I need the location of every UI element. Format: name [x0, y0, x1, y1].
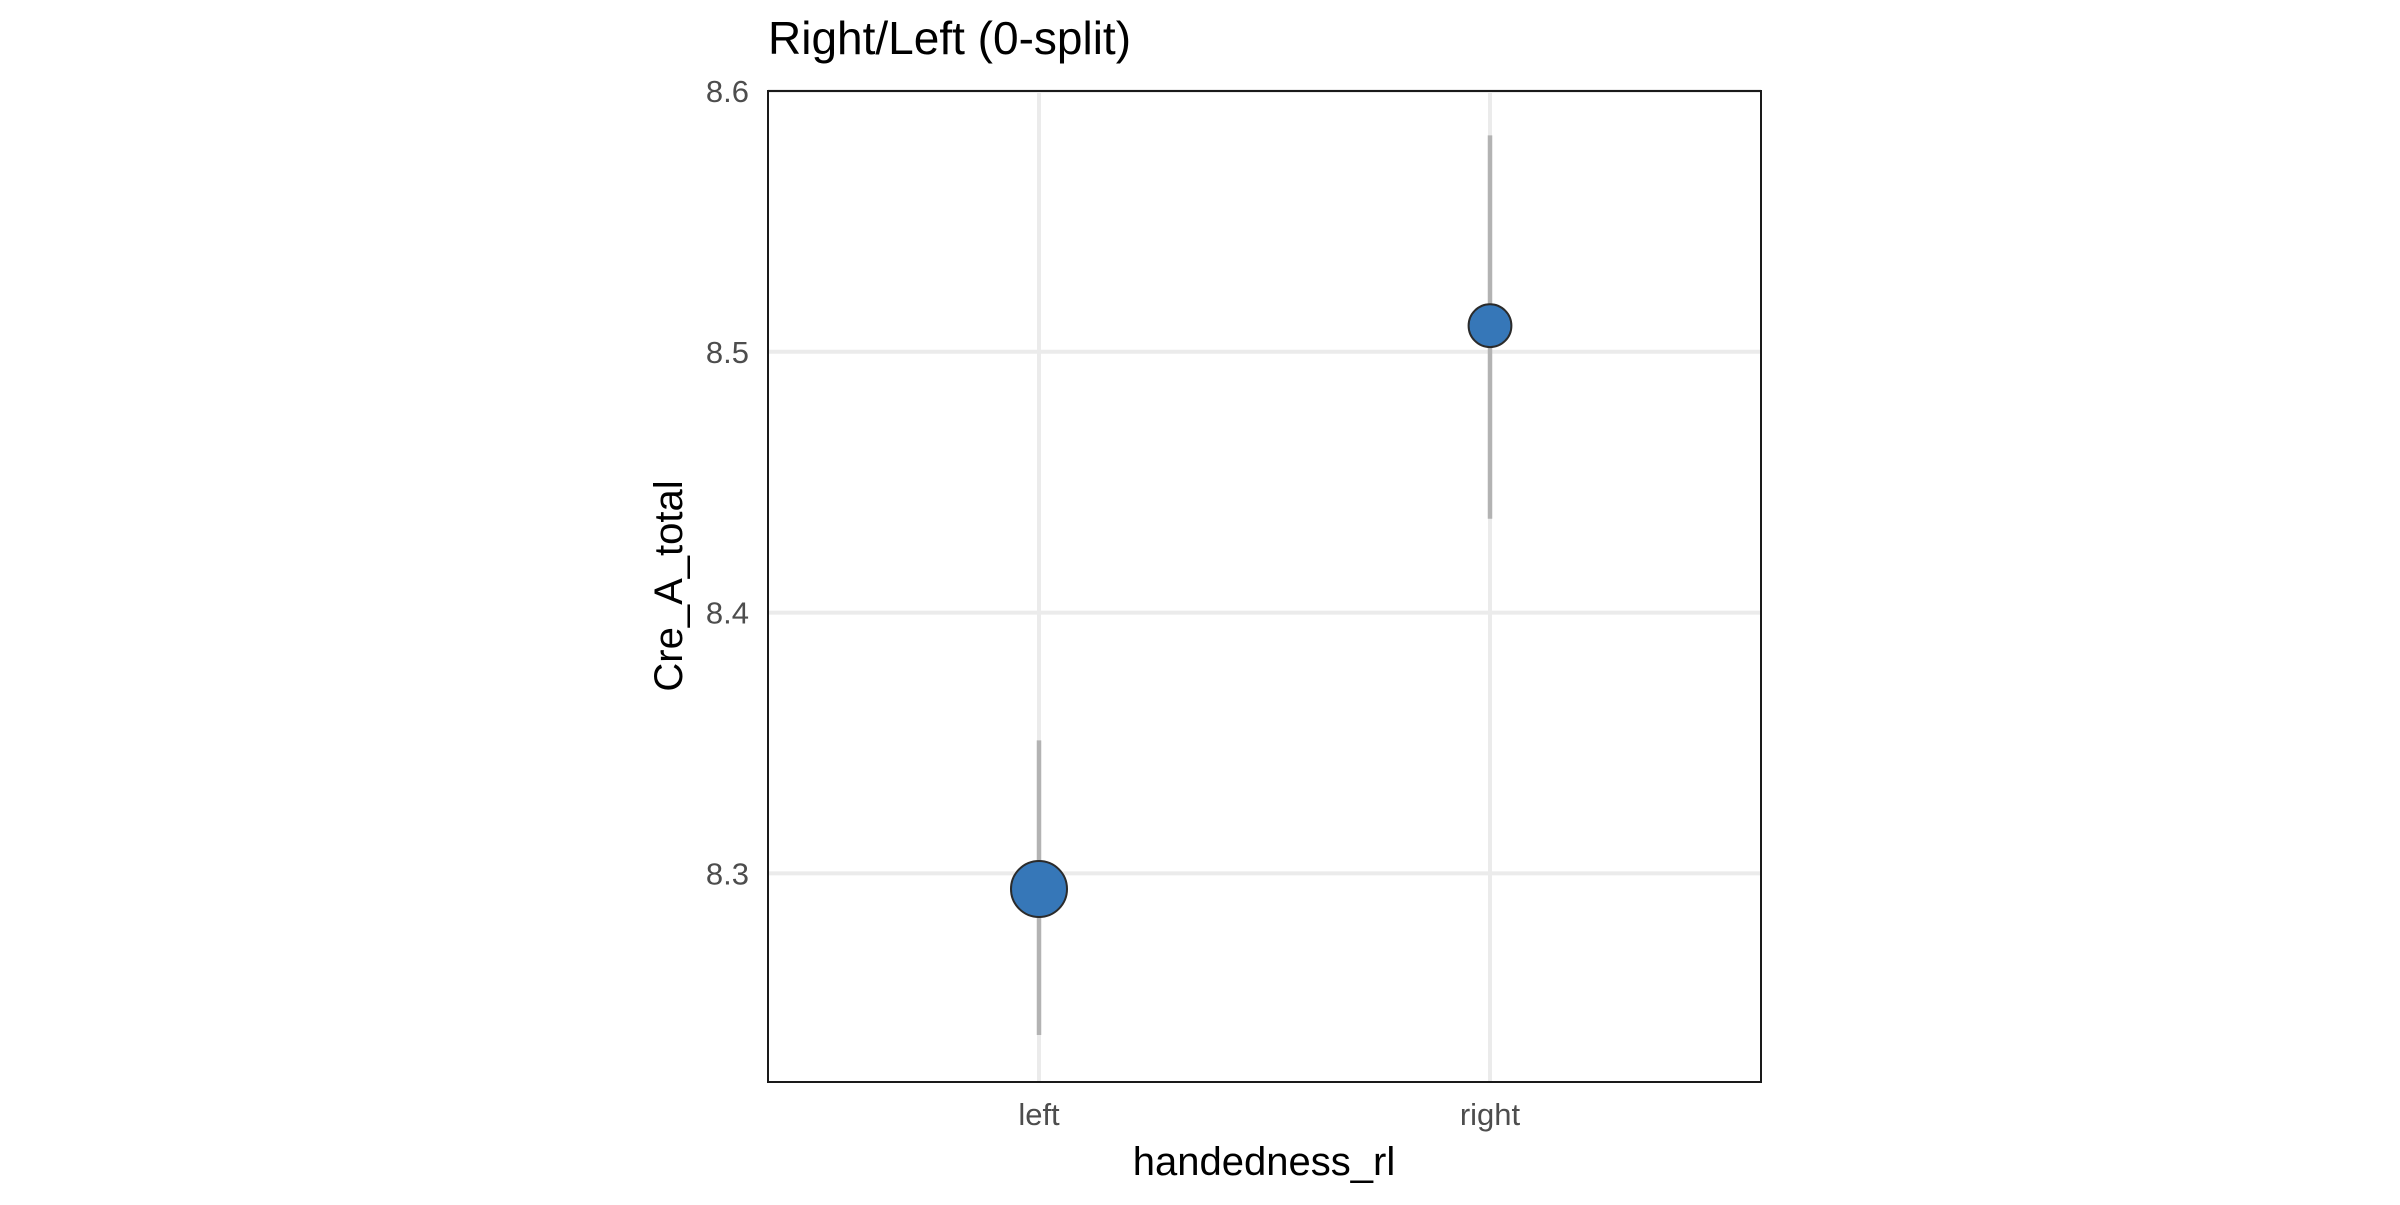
y-tick-label: 8.5 — [706, 335, 749, 370]
data-points — [1010, 303, 1513, 919]
y-axis-title: Cre_A_total — [647, 480, 691, 691]
y-axis-ticks: 8.3 8.4 8.5 8.6 — [706, 74, 749, 891]
error-bars — [1036, 135, 1493, 1036]
panel-border — [767, 90, 1762, 1083]
x-axis-title: handedness_rl — [1133, 1140, 1395, 1184]
x-tick-label: right — [1460, 1097, 1521, 1132]
chart-title: Right/Left (0-split) — [768, 12, 1131, 64]
x-tick-label: left — [1018, 1097, 1060, 1132]
y-tick-label: 8.4 — [706, 596, 749, 631]
y-tick-label: 8.3 — [706, 856, 749, 891]
grid-lines — [768, 89, 1761, 1082]
data-point-right — [1467, 303, 1513, 349]
y-tick-label: 8.6 — [706, 74, 749, 109]
x-axis-ticks: left right — [1018, 1097, 1520, 1132]
data-point-left — [1010, 860, 1068, 919]
